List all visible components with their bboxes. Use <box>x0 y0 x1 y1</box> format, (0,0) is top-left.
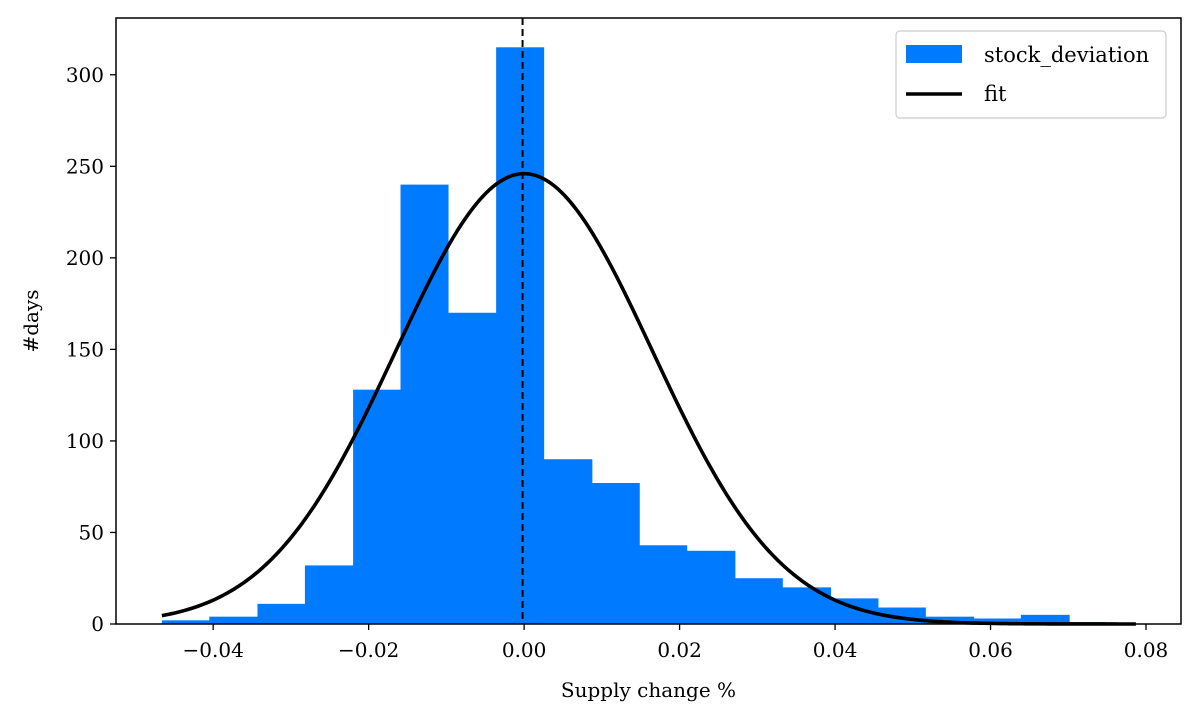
histogram-bar <box>973 618 1022 624</box>
x-tick-label: 0.06 <box>968 638 1013 662</box>
legend-label-stock-deviation: stock_deviation <box>984 43 1149 67</box>
legend-patch-stock-deviation <box>906 45 962 63</box>
fit-curve-line <box>161 171 1136 626</box>
y-tick-label: 50 <box>79 520 104 544</box>
histogram-bar <box>400 184 449 624</box>
histogram-bar <box>686 550 736 624</box>
y-tick-label: 250 <box>66 154 104 178</box>
y-tick-label: 0 <box>91 612 104 636</box>
fit-curve-layer <box>161 171 1136 626</box>
histogram-bar <box>1020 614 1070 624</box>
x-tick-label: −0.02 <box>338 638 399 662</box>
plot-frame <box>115 17 1182 625</box>
histogram-bar <box>304 565 354 624</box>
legend-box <box>895 30 1167 119</box>
x-tick-label: 0.04 <box>813 638 858 662</box>
y-axis-label: #days <box>19 289 43 352</box>
y-tick-label: 150 <box>66 337 104 361</box>
x-axis-label: Supply change % <box>561 678 736 702</box>
histogram-bar <box>543 459 593 624</box>
histogram-bar <box>257 603 306 624</box>
histogram-bar <box>447 312 497 624</box>
y-axis-ticks: 0 50 100 150 200 250 300 <box>66 63 116 636</box>
histogram-bar <box>639 545 688 624</box>
x-tick-label: 0.02 <box>657 638 702 662</box>
histogram-bar <box>591 483 640 624</box>
legend: stock_deviation fit <box>895 30 1167 119</box>
y-tick-label: 200 <box>66 246 104 270</box>
y-tick-label: 300 <box>66 63 104 87</box>
y-tick-label: 100 <box>66 429 104 453</box>
x-tick-label: 0.00 <box>502 638 547 662</box>
legend-label-fit: fit <box>984 82 1007 106</box>
histogram-bar <box>925 616 975 624</box>
histogram-bar <box>734 578 783 624</box>
x-tick-label: −0.04 <box>183 638 244 662</box>
x-tick-label: 0.08 <box>1124 638 1169 662</box>
histogram-bar <box>161 620 210 624</box>
histogram-bar <box>209 616 259 624</box>
histogram-bar <box>496 47 545 625</box>
histogram-bar <box>353 389 402 624</box>
x-axis-ticks: −0.04 −0.02 0.00 0.02 0.04 0.06 0.08 <box>183 624 1169 662</box>
